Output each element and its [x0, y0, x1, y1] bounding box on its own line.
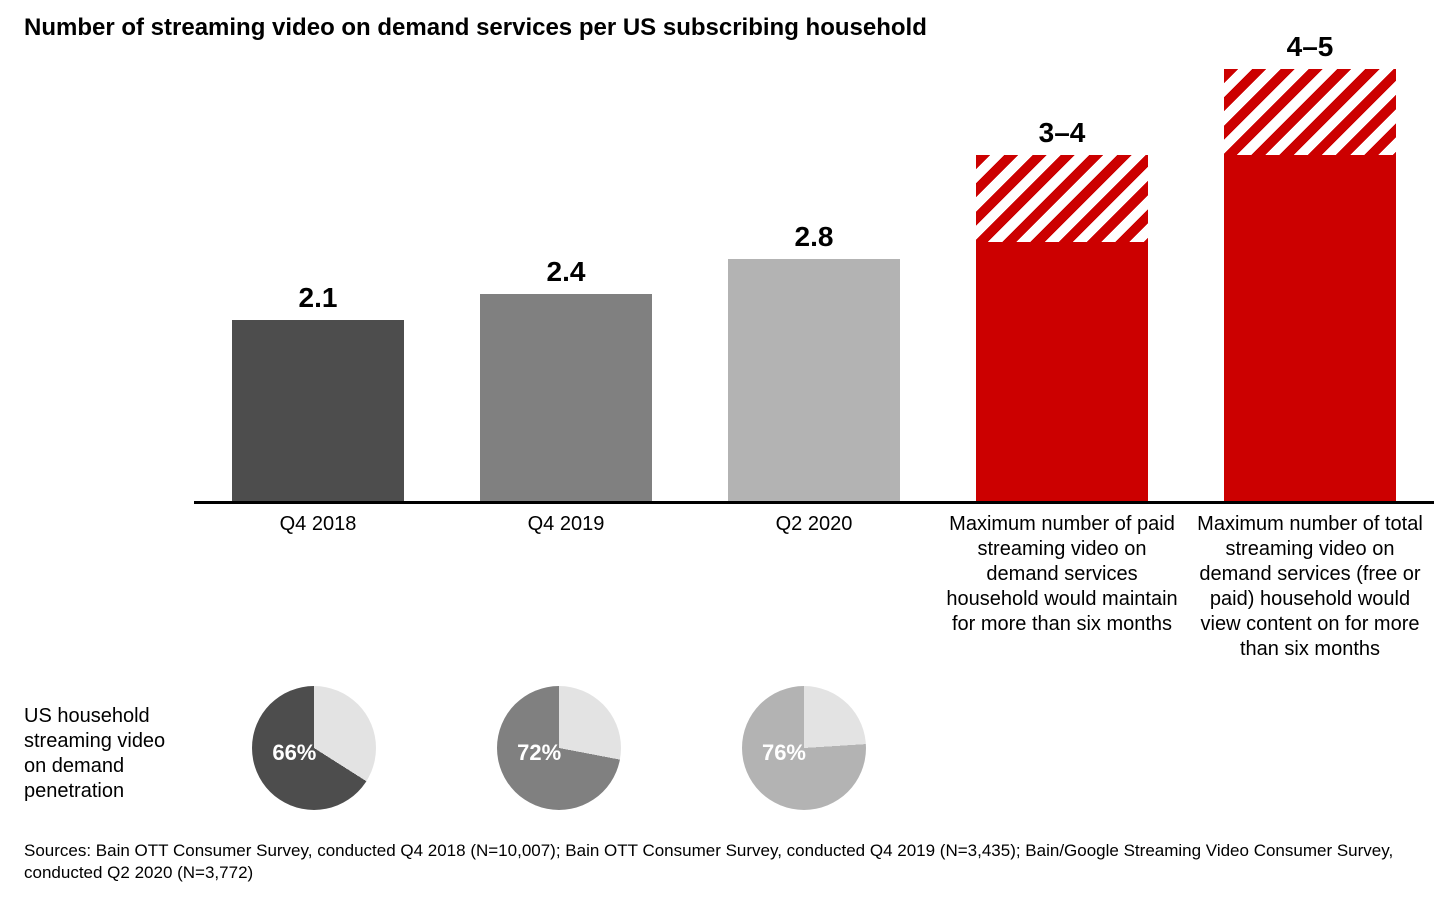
- bar: [480, 294, 652, 501]
- bar: [232, 320, 404, 501]
- bar-segment-solid: [232, 320, 404, 501]
- pie-chart: 66%: [252, 686, 376, 810]
- bar-column: 3–4: [938, 117, 1186, 501]
- bar-chart: 2.12.42.83–44–5 Q4 2018Q4 2019Q2 2020Max…: [194, 72, 1434, 662]
- pie-chart: 72%: [497, 686, 621, 810]
- bar-segment-hatched: [1224, 69, 1396, 155]
- bar-value-label: 2.4: [547, 256, 586, 288]
- bar-value-label: 2.8: [795, 221, 834, 253]
- pie-column: 66%: [192, 686, 437, 810]
- pie-percent-label: 76%: [762, 740, 806, 766]
- bar-segment-solid: [1224, 155, 1396, 501]
- bar-segment-solid: [976, 242, 1148, 501]
- bar: [1224, 69, 1396, 501]
- bar: [976, 155, 1148, 501]
- bar: [728, 259, 900, 501]
- bar-x-label: Q2 2020: [690, 512, 938, 662]
- bar-column: 2.8: [690, 221, 938, 501]
- bar-column: 2.1: [194, 282, 442, 501]
- bar-column: 2.4: [442, 256, 690, 501]
- bar-value-label: 3–4: [1039, 117, 1086, 149]
- bar-segment-hatched: [976, 155, 1148, 241]
- bar-value-label: 2.1: [299, 282, 338, 314]
- pie-section-label: US household streaming video on demand p…: [24, 686, 192, 810]
- pie-column: 76%: [682, 686, 927, 810]
- bar-x-label: Maximum number of paid streaming video o…: [938, 512, 1186, 662]
- sources-footnote: Sources: Bain OTT Consumer Survey, condu…: [24, 840, 1416, 884]
- pie-percent-label: 66%: [272, 740, 316, 766]
- pie-column: 72%: [437, 686, 682, 810]
- pie-chart: 76%: [742, 686, 866, 810]
- bar-x-label: Q4 2019: [442, 512, 690, 662]
- pie-column: [926, 686, 1171, 810]
- bar-x-label: Q4 2018: [194, 512, 442, 662]
- bar-x-label: Maximum number of total streaming video …: [1186, 512, 1434, 662]
- pie-column: [1171, 686, 1416, 810]
- bar-column: 4–5: [1186, 31, 1434, 501]
- pie-row: 66% 72% 76%: [192, 686, 1416, 810]
- pie-percent-label: 72%: [517, 740, 561, 766]
- bar-segment-solid: [480, 294, 652, 501]
- bar-value-label: 4–5: [1287, 31, 1334, 63]
- bar-segment-solid: [728, 259, 900, 501]
